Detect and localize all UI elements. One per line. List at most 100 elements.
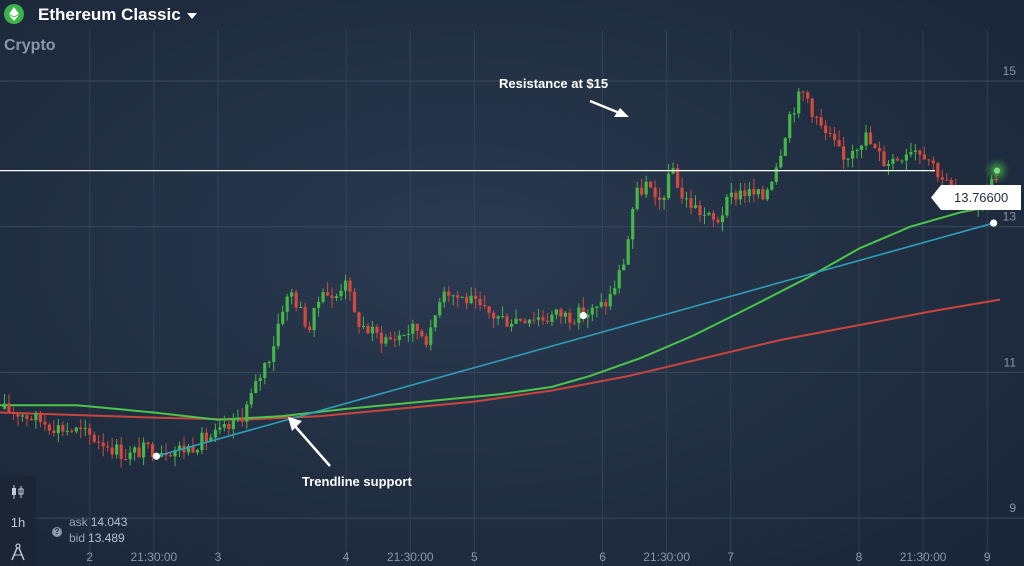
candle — [770, 180, 774, 191]
candle-body — [783, 138, 787, 156]
candle-body — [70, 430, 74, 432]
candle-body — [572, 322, 576, 324]
candle-body — [366, 325, 370, 334]
candle-body — [249, 393, 253, 405]
ma-fast-line — [0, 203, 1001, 421]
candle — [806, 90, 810, 103]
candle — [74, 426, 78, 434]
bid-value: 13.489 — [88, 531, 125, 545]
candle-body — [150, 444, 155, 457]
annotation-trendline: Trendline support — [302, 474, 412, 489]
chart-type-button[interactable] — [0, 478, 36, 506]
candle-body — [460, 296, 464, 298]
candle-body — [918, 150, 922, 155]
candle — [491, 310, 496, 328]
candle — [622, 258, 626, 271]
candle — [213, 423, 217, 442]
candle-body — [433, 315, 437, 328]
candle-body — [334, 296, 339, 299]
candle — [357, 311, 361, 334]
candle-body — [285, 296, 289, 312]
candle — [927, 158, 931, 166]
candle — [716, 216, 720, 225]
chevron-down-icon[interactable] — [186, 12, 197, 19]
candle-body — [442, 291, 446, 303]
candle — [886, 160, 891, 175]
candle — [34, 410, 38, 429]
x-tick-label: 6 — [599, 550, 606, 564]
candle — [783, 136, 787, 157]
candle-body — [779, 155, 783, 168]
draw-tool-button[interactable] — [0, 538, 36, 566]
candle-body — [491, 312, 496, 319]
chart-toolbar: 1h — [0, 476, 36, 566]
candle — [88, 423, 92, 445]
candle — [918, 149, 922, 165]
candle-body — [631, 208, 635, 240]
candle-body — [357, 312, 361, 327]
candle-body — [397, 335, 401, 341]
timeframe-button[interactable]: 1h — [0, 508, 36, 536]
candle — [433, 315, 437, 332]
candle — [617, 264, 621, 294]
candle — [936, 161, 940, 182]
candle — [106, 441, 110, 452]
candle-body — [756, 189, 760, 195]
candle — [263, 362, 267, 385]
asset-selector[interactable]: Ethereum Classic — [38, 5, 197, 25]
candle — [339, 283, 343, 301]
candle — [321, 288, 325, 304]
candle-body — [402, 335, 406, 337]
candle-body — [29, 418, 34, 421]
candle-body — [339, 290, 343, 297]
candle-body — [554, 309, 559, 315]
y-tick-label: 11 — [1004, 355, 1017, 369]
candle — [124, 449, 128, 461]
candle-body — [702, 214, 707, 216]
candle-body — [752, 189, 756, 195]
candle-body — [877, 147, 882, 152]
chart-grid — [0, 30, 1024, 566]
candle-body — [25, 415, 29, 419]
candle — [545, 313, 550, 324]
candle — [406, 324, 410, 343]
candle-body — [649, 181, 653, 188]
question-icon[interactable]: ? — [52, 527, 62, 537]
candle — [931, 156, 935, 173]
trendline[interactable] — [152, 219, 998, 460]
candle — [868, 126, 873, 145]
candle-body — [388, 337, 392, 340]
candle-body — [379, 332, 384, 344]
candle — [586, 309, 590, 328]
candle-body — [640, 187, 644, 195]
candle-body — [797, 91, 801, 114]
candle — [137, 437, 141, 458]
candle — [119, 436, 123, 468]
candle-body — [806, 92, 810, 99]
candle-body — [424, 336, 428, 345]
candle — [316, 296, 321, 317]
candle — [146, 441, 150, 449]
candle — [101, 433, 105, 457]
candle — [523, 317, 527, 324]
candle — [267, 360, 271, 369]
arrow-resistance — [589, 99, 629, 117]
candle-body — [218, 427, 222, 430]
candle — [487, 306, 491, 319]
candle-body — [523, 320, 527, 324]
candlestick-icon — [12, 485, 24, 499]
candle-body — [833, 133, 837, 141]
candle — [402, 334, 406, 337]
candle — [833, 126, 837, 147]
candle-body — [312, 307, 316, 331]
candle — [631, 207, 635, 250]
candle — [675, 163, 680, 189]
candle — [738, 182, 742, 205]
candle-body — [11, 412, 16, 414]
candle-body — [949, 179, 953, 189]
candle — [505, 313, 509, 327]
candle — [720, 206, 725, 232]
candle-body — [850, 150, 855, 159]
candle-body — [931, 160, 935, 164]
